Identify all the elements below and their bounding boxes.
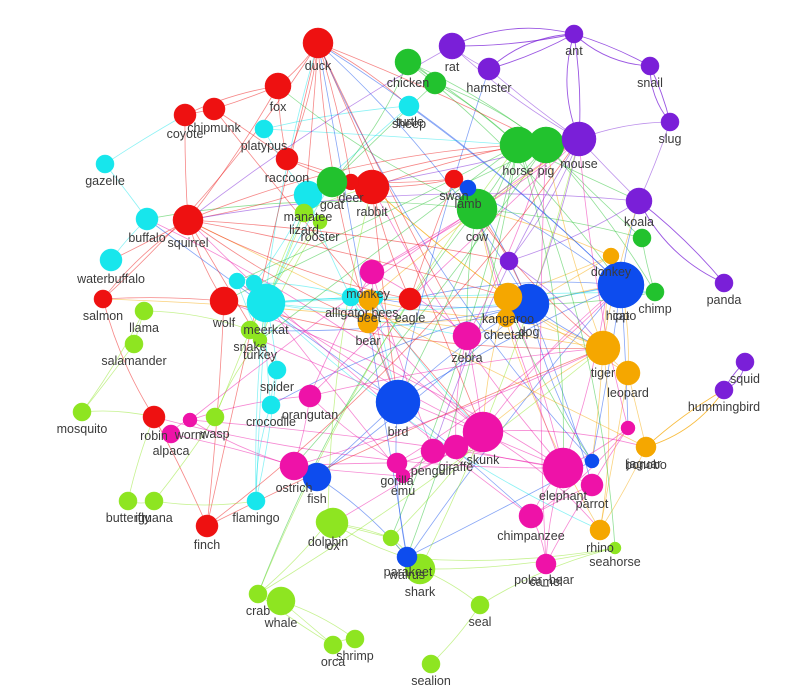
svg-text:eagle: eagle (395, 311, 426, 325)
svg-text:bear: bear (355, 334, 380, 348)
svg-text:donkey: donkey (591, 265, 632, 279)
svg-text:panda: panda (707, 293, 742, 307)
svg-text:penguin: penguin (411, 464, 456, 478)
svg-text:shark: shark (405, 585, 436, 599)
svg-text:kangaroo: kangaroo (482, 312, 534, 326)
svg-text:lamb: lamb (454, 197, 481, 211)
svg-text:rat: rat (445, 60, 460, 74)
svg-text:salmon: salmon (83, 309, 123, 323)
svg-text:koala: koala (624, 215, 654, 229)
svg-text:tiger: tiger (591, 366, 615, 380)
svg-text:polar_bear: polar_bear (514, 573, 574, 587)
svg-text:parrot: parrot (576, 497, 609, 511)
svg-text:hamster: hamster (466, 81, 511, 95)
svg-text:orangutan: orangutan (282, 408, 338, 422)
svg-text:chimp: chimp (638, 302, 671, 316)
svg-text:squid: squid (730, 372, 760, 386)
svg-text:ant: ant (565, 44, 583, 58)
svg-text:shrimp: shrimp (336, 649, 374, 663)
svg-text:rhino: rhino (586, 541, 614, 555)
svg-text:walrus: walrus (388, 568, 425, 582)
svg-text:coyote: coyote (167, 127, 204, 141)
svg-text:snail: snail (637, 76, 663, 90)
svg-text:worm: worm (174, 428, 206, 442)
svg-text:llama: llama (129, 321, 159, 335)
svg-text:gazelle: gazelle (85, 174, 125, 188)
svg-text:monkey: monkey (346, 287, 391, 301)
svg-text:wolf: wolf (212, 316, 236, 330)
svg-text:chimpanzee: chimpanzee (497, 529, 564, 543)
svg-text:turkey: turkey (243, 348, 278, 362)
svg-text:zebra: zebra (451, 351, 482, 365)
svg-text:raccoon: raccoon (265, 171, 310, 185)
svg-text:ostrich: ostrich (276, 481, 313, 495)
svg-text:mouse: mouse (560, 157, 598, 171)
svg-text:cow: cow (466, 230, 489, 244)
svg-text:fox: fox (270, 100, 287, 114)
svg-text:turtle: turtle (396, 115, 424, 129)
svg-text:waterbuffalo: waterbuffalo (76, 272, 145, 286)
svg-text:meerkat: meerkat (243, 323, 289, 337)
svg-text:robin: robin (140, 429, 168, 443)
svg-text:seal: seal (469, 615, 492, 629)
svg-text:cat: cat (613, 309, 630, 323)
svg-text:goat: goat (320, 198, 345, 212)
svg-text:alligator: alligator (325, 306, 369, 320)
svg-text:duck: duck (305, 59, 332, 73)
svg-text:squirrel: squirrel (168, 236, 209, 250)
svg-text:mosquito: mosquito (57, 422, 108, 436)
svg-text:chicken: chicken (387, 76, 429, 90)
svg-text:platypus: platypus (241, 139, 288, 153)
svg-text:emu: emu (391, 484, 415, 498)
svg-text:rabbit: rabbit (356, 205, 388, 219)
svg-text:salamander: salamander (101, 354, 166, 368)
svg-text:sealion: sealion (411, 674, 451, 688)
svg-text:seahorse: seahorse (589, 555, 640, 569)
svg-text:slug: slug (659, 132, 682, 146)
svg-text:hummingbird: hummingbird (688, 400, 760, 414)
svg-text:cheetah: cheetah (484, 328, 529, 342)
svg-text:leopard: leopard (607, 386, 649, 400)
svg-text:whale: whale (264, 616, 298, 630)
svg-text:jaguar: jaguar (626, 457, 662, 471)
svg-text:pig: pig (538, 164, 555, 178)
svg-text:flamingo: flamingo (232, 511, 279, 525)
svg-text:manatee: manatee (284, 210, 333, 224)
svg-text:alpaca: alpaca (153, 444, 190, 458)
svg-text:bees: bees (371, 306, 398, 320)
svg-text:rooster: rooster (301, 230, 340, 244)
svg-text:iguana: iguana (135, 511, 173, 525)
svg-text:spider: spider (260, 380, 294, 394)
svg-text:finch: finch (194, 538, 220, 552)
svg-text:horse: horse (502, 164, 533, 178)
svg-text:bird: bird (388, 425, 409, 439)
svg-text:dolphin: dolphin (308, 535, 348, 549)
svg-text:buffalo: buffalo (128, 231, 165, 245)
